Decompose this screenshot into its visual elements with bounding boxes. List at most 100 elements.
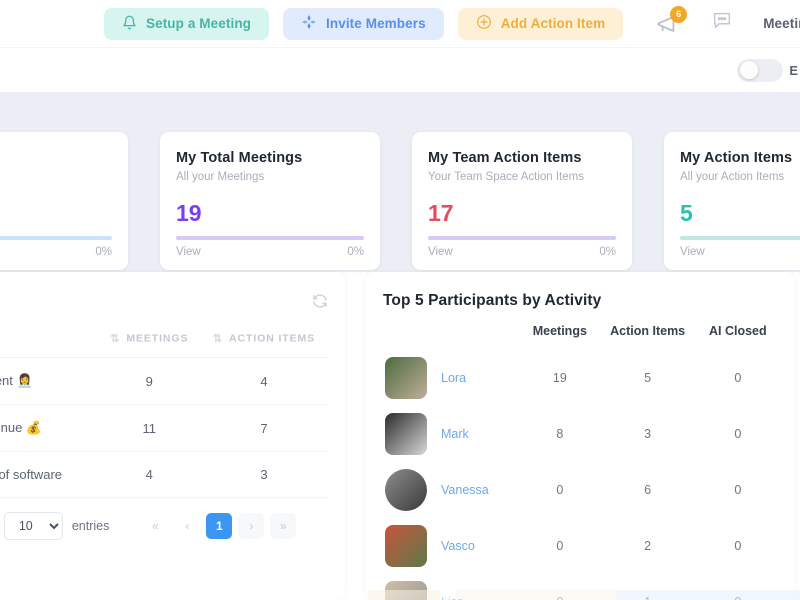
goal-name: er Engagement 👩‍💼 [0,357,100,405]
notifications-button[interactable]: 6 [655,5,688,37]
participant-ai-closed: 0 [734,371,742,385]
goal-name: op Line Revenue 💰 [0,404,100,452]
secondary-toolbar: E [0,48,800,92]
goal-meetings: 9 [99,357,199,405]
goals-col-meetings[interactable]: ⇅ MEETINGS [99,320,199,358]
table-row[interactable]: er Engagement 👩‍💼 9 4 [0,357,329,405]
stat-card-title: My Total Meetings [176,150,303,166]
setup-a-meeting-label: Setup a Meeting [146,16,252,31]
table-row[interactable]: Vanessa 0 6 0 [383,462,777,518]
stat-card-view-link[interactable]: View [176,246,201,258]
stat-card-value: 5 [680,200,693,226]
goal-meetings: 11 [99,404,199,452]
participants-col-action-items: Action Items [610,324,686,338]
goals-col-name[interactable]: ME [0,320,100,358]
view-toggle[interactable] [737,58,784,82]
stat-card-view-link[interactable]: View [428,246,453,258]
bottom-overlay-strip [0,590,800,600]
stat-card[interactable]: s gs 0% [0,132,128,270]
participant-name[interactable]: Vasco [441,539,475,553]
sort-icon[interactable]: ⇅ [110,333,121,345]
notification-badge: 6 [670,5,688,23]
goal-meetings: 4 [99,451,199,498]
table-row[interactable]: Mark 8 3 0 [383,406,777,462]
goals-panel: ME ⇅MEETINGS ⇅ACTION ITEMS er Engagement… [0,272,345,600]
goal-action-items: 3 [199,451,329,498]
stat-card-progress-bar [428,236,616,240]
participant-ai-closed: 0 [734,483,742,497]
participants-col-name [441,324,523,350]
avatar [385,413,427,455]
stat-card-value: 19 [176,200,202,226]
entries-label: entries [71,519,110,533]
stat-card-subtitle: Your Team Space Action Items [428,171,584,183]
participants-col-ai-closed: AI Closed [708,324,767,338]
participants-table: Meetings Action Items AI Closed Lora 19 5 0… [383,324,777,600]
view-toggle-group: E [737,58,800,82]
stat-card-view-link[interactable]: View [680,246,705,258]
stat-card[interactable]: My Action Items All your Action Items 5 … [664,132,800,270]
dashboard-panels: ME ⇅MEETINGS ⇅ACTION ITEMS er Engagement… [0,272,800,600]
participants-title: Top 5 Participants by Activity [383,292,602,309]
participant-ai-closed: 0 [734,539,742,553]
table-row[interactable]: op Line Revenue 💰 11 7 [0,404,329,452]
page-1-button[interactable]: 1 [206,513,233,539]
participant-name[interactable]: Vanessa [441,483,489,497]
toggle-knob [740,61,759,79]
goals-col-action-items[interactable]: ⇅ ACTION ITEMS [199,320,329,358]
goals-pagination: ntries Show 102550100 entries « ‹ 1 › » [0,498,329,540]
participant-meetings: 8 [556,427,564,441]
workspace-breadcrumb[interactable]: MeetingForGoals \ Lo [763,16,800,31]
megaphone-icon [655,15,681,41]
table-row[interactable]: ading speed of software 4 3 [0,451,329,498]
pagination-controls: « ‹ 1 › » [142,513,297,539]
participant-meetings: 0 [556,483,564,497]
stat-card-percent: 0% [347,246,364,258]
bell-icon [122,15,137,33]
stat-card[interactable]: My Team Action Items Your Team Space Act… [412,132,632,270]
last-page-button[interactable]: » [270,513,297,539]
table-row[interactable]: Lora 19 5 0 [383,350,777,406]
avatar [385,469,427,511]
chat-button[interactable] [711,10,733,37]
page-size-select[interactable]: 102550100 [3,512,63,540]
invite-members-button[interactable]: Invite Members [283,7,444,40]
view-toggle-label: E [789,62,798,78]
participants-col-avatar [383,324,441,350]
stat-card-progress-bar [176,236,364,240]
prev-page-button[interactable]: ‹ [185,519,190,533]
refresh-icon[interactable] [311,292,329,315]
participant-name[interactable]: Mark [441,427,469,441]
stat-card-progress-bar [680,236,800,240]
avatar [385,357,427,399]
table-row[interactable]: Vasco 0 2 0 [383,518,777,574]
add-action-item-button[interactable]: Add Action Item [457,7,624,40]
first-page-button[interactable]: « [152,519,159,533]
stat-card-subtitle: All your Meetings [176,171,265,183]
stat-card-subtitle: All your Action Items [680,171,785,183]
sort-icon[interactable]: ⇅ [212,333,224,345]
goal-action-items: 7 [199,404,329,452]
setup-a-meeting-button[interactable]: Setup a Meeting [104,7,270,40]
chat-bubble-icon [711,12,733,36]
goals-table-header-row: ME ⇅MEETINGS ⇅ACTION ITEMS [0,320,329,358]
add-action-item-label: Add Action Item [500,16,606,31]
stat-card-value: 17 [428,200,454,226]
participants-col-meetings: Meetings [532,324,587,338]
stat-card[interactable]: My Total Meetings All your Meetings 19 V… [160,132,380,270]
participant-name[interactable]: Lora [441,371,467,385]
participant-meetings: 19 [552,371,567,385]
participant-avatar-cell [383,406,441,462]
goal-action-items: 4 [199,357,329,405]
stat-card-progress-bar [0,236,112,240]
invite-members-icon [301,14,317,33]
next-page-button[interactable]: › [238,513,265,539]
stat-card-percent: 0% [599,246,616,258]
participant-avatar-cell [383,350,441,406]
participant-action-items: 6 [644,483,652,497]
stat-card-title: My Team Action Items [428,150,582,166]
participant-avatar-cell [383,462,441,518]
participant-ai-closed: 0 [734,427,742,441]
participant-meetings: 0 [556,539,564,553]
